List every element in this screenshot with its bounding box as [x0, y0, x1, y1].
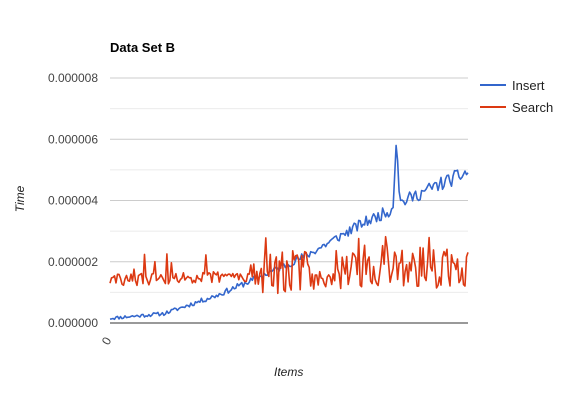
legend-label-insert: Insert [512, 77, 545, 93]
legend-label-search: Search [512, 99, 554, 115]
x-tick-label: 0 [99, 334, 115, 347]
legend-swatch-insert [480, 84, 506, 86]
y-tick-label: 0.000000 [48, 316, 98, 330]
y-tick-label: 0.000008 [48, 71, 98, 85]
y-tick-label: 0.000004 [48, 194, 98, 208]
legend-item-search: Search [480, 96, 553, 118]
y-tick-label: 0.000002 [48, 255, 98, 269]
legend-item-insert: Insert [480, 74, 553, 96]
y-axis-title: Time [13, 185, 27, 213]
x-axis-title: Items [274, 365, 304, 379]
series-line-insert [109, 144, 469, 321]
y-tick-label: 0.000006 [48, 132, 98, 146]
legend-swatch-search [480, 106, 506, 108]
chart-title: Data Set B [110, 40, 176, 55]
series-line-search [109, 235, 469, 295]
legend: Insert Search [480, 74, 553, 118]
